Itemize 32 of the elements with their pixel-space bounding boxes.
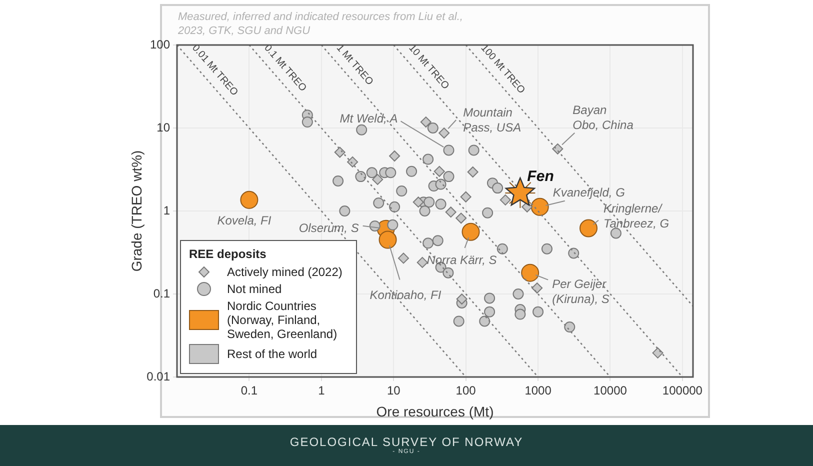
legend-label: Rest of the world	[227, 347, 318, 361]
legend-label: Actively mined (2022)	[227, 265, 342, 279]
x-tick-label: 1000	[524, 384, 552, 398]
x-tick-label: 100	[456, 384, 476, 398]
x-tick-label: 10	[386, 384, 401, 398]
legend-title: REE deposits	[189, 247, 268, 261]
x-tick-label: 0.1	[240, 384, 258, 398]
text: GEOLOGICAL SURVEY OF NORWAY	[288, 434, 524, 449]
annotation: Kvanefjeld, G	[552, 185, 625, 200]
annotation: Kovela, FI	[217, 213, 272, 228]
annotation: Kringlerne/ Tanbreez, G	[604, 202, 670, 231]
annotation: Bayan Obo, China	[572, 103, 634, 132]
y-tick-label: 100	[150, 37, 170, 52]
text: Measured, inferred and indicated resources from Liu et al., 2023, GTK, SGU and NGU	[178, 10, 464, 38]
legend-label: Not mined	[227, 282, 282, 296]
annotation: Mt Weld, A	[340, 112, 398, 126]
y-axis-title: Grade (TREO wt%)	[128, 150, 144, 272]
x-axis-title: Ore resources (Mt)	[376, 403, 494, 420]
x-tick-label: 100000	[662, 384, 703, 398]
annotation: Fen	[527, 168, 554, 186]
annotation: Mountain Pass, USA	[463, 105, 522, 134]
legend-label: Nordic Countries (Norway, Finland, Sweden, Greenland)	[227, 299, 338, 341]
annotation: Per Geijer (Kiruna), S	[552, 277, 610, 306]
annotation: Olserum, S	[298, 221, 359, 236]
x-tick-label: 1	[318, 384, 326, 398]
y-tick-label: 0.1	[153, 286, 170, 300]
x-tick-label: 10000	[594, 384, 628, 398]
annotation: Norra Kärr, S	[426, 253, 497, 268]
y-tick-label: 0.01	[146, 369, 170, 384]
y-tick-label: 1	[163, 203, 170, 218]
annotation: Kontioaho, FI	[370, 288, 442, 302]
y-tick-label: 10	[156, 120, 170, 134]
